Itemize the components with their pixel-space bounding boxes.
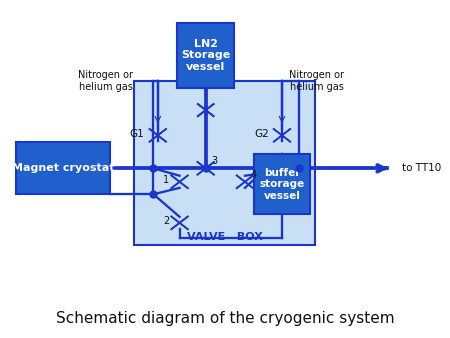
Text: LN2
Storage
vessel: LN2 Storage vessel: [181, 39, 230, 72]
Text: 1: 1: [163, 175, 170, 185]
Text: Magnet cryostat: Magnet cryostat: [12, 163, 114, 173]
Text: 2: 2: [163, 216, 170, 226]
Bar: [254, 154, 310, 214]
Text: 3: 3: [212, 156, 217, 166]
Text: G1: G1: [129, 129, 144, 139]
Text: buffer
storage
vessel: buffer storage vessel: [259, 168, 305, 201]
Bar: [177, 23, 234, 88]
Bar: [134, 81, 315, 245]
Text: G2: G2: [254, 129, 269, 139]
Text: Schematic diagram of the cryogenic system: Schematic diagram of the cryogenic syste…: [56, 311, 395, 325]
Text: 4: 4: [251, 170, 257, 180]
Text: Nitrogen or
helium gas: Nitrogen or helium gas: [289, 70, 344, 92]
Text: VALVE   BOX: VALVE BOX: [186, 232, 262, 242]
Bar: [16, 142, 110, 194]
Text: to TT10: to TT10: [402, 163, 441, 173]
Text: Nitrogen or
helium gas: Nitrogen or helium gas: [78, 70, 133, 92]
